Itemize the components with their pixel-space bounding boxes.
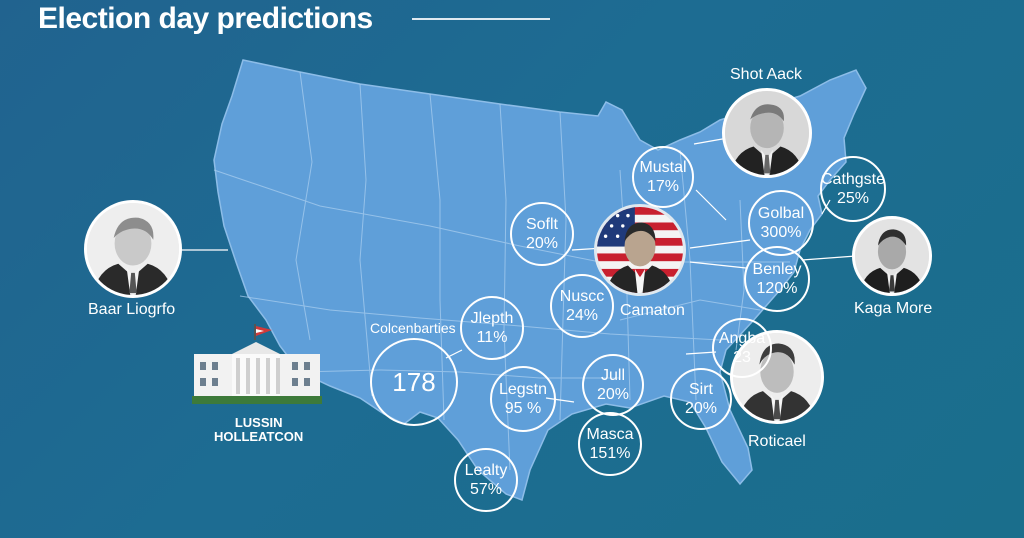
candidate-portrait-center bbox=[594, 204, 686, 296]
bubble-value: 20% bbox=[596, 386, 630, 403]
bubble-label: Jull bbox=[600, 367, 625, 384]
bubble-value: 178 bbox=[392, 367, 436, 397]
bubble-value: 24% bbox=[565, 307, 599, 324]
bubble-label: Legstn bbox=[498, 381, 548, 398]
bubble-label: Masca bbox=[586, 426, 634, 443]
bubble-value: 20% bbox=[525, 235, 559, 252]
page-title: Election day predictions bbox=[38, 2, 373, 35]
bubble-value: 17% bbox=[646, 178, 680, 195]
portrait-right-icon bbox=[855, 219, 929, 293]
bubble-value: 20% bbox=[684, 400, 718, 417]
title-divider bbox=[412, 18, 550, 20]
flag-portrait-icon bbox=[597, 207, 683, 293]
portrait-left-icon bbox=[87, 203, 179, 295]
bubble-label: Sirt bbox=[689, 381, 713, 398]
prediction-bubble: Legstn 95 % bbox=[490, 366, 556, 432]
bubble-value: 25% bbox=[836, 190, 870, 207]
landmark-label: LUSSIN HOLLEATCON bbox=[214, 416, 303, 444]
bubble-label: Golbal bbox=[757, 205, 805, 222]
bubble-value: 11% bbox=[476, 329, 508, 346]
bubble-label: Nuscc bbox=[559, 288, 605, 305]
landmark-label-line-1: LUSSIN bbox=[234, 415, 283, 430]
bubble-label: Soflt bbox=[525, 216, 558, 233]
candidate-name-center: Camaton bbox=[620, 302, 685, 319]
candidate-portrait-left bbox=[84, 200, 182, 298]
prediction-bubble: Soflt 20% bbox=[510, 202, 574, 266]
prediction-bubble: Lealty 57% bbox=[454, 448, 518, 512]
candidate-name-right: Kaga More bbox=[854, 300, 933, 317]
prediction-bubble-large: 178 bbox=[370, 338, 458, 426]
bubble-label: Mustal bbox=[639, 159, 687, 176]
bubble-label: Lealty bbox=[464, 462, 508, 479]
prediction-bubble: Cathgste 25% bbox=[820, 156, 886, 222]
prediction-bubble: Nuscc 24% bbox=[550, 274, 614, 338]
bubble-label: Angba bbox=[718, 330, 766, 347]
prediction-bubble: Sirt 20% bbox=[670, 368, 732, 430]
bubble-value: 57% bbox=[469, 481, 503, 498]
prediction-bubble: Jull 20% bbox=[582, 354, 644, 416]
bubble-value: 151% bbox=[589, 445, 631, 462]
candidate-portrait-right bbox=[852, 216, 932, 296]
prediction-bubble: Jlepth 11% bbox=[460, 296, 524, 360]
prediction-bubble: Masca 151% bbox=[578, 412, 642, 476]
bubble-value: 95 % bbox=[504, 400, 542, 417]
prediction-bubble: Mustal 17% bbox=[632, 146, 694, 208]
portrait-top-icon bbox=[725, 91, 809, 175]
prediction-bubble: Angba 23 bbox=[712, 318, 772, 378]
bubble-label: Cathgste bbox=[820, 171, 886, 188]
candidate-name-bottom-right: Roticael bbox=[748, 433, 806, 450]
white-house-icon bbox=[192, 324, 322, 404]
prediction-bubble: Benley 120% bbox=[744, 246, 810, 312]
bubble-value: 120% bbox=[756, 280, 798, 297]
candidate-name-top: Shot Aack bbox=[730, 66, 803, 83]
candidate-name-left: Baar Liogrfo bbox=[88, 301, 176, 318]
bubble-value: 300% bbox=[760, 224, 802, 241]
candidate-portrait-top bbox=[722, 88, 812, 178]
bubble-label: Jlepth bbox=[470, 310, 514, 327]
bubble-label: Benley bbox=[752, 261, 802, 278]
region-label: Colcenbarties bbox=[370, 320, 456, 336]
landmark-label-line-2: HOLLEATCON bbox=[214, 429, 304, 444]
bubble-value: 23 bbox=[733, 349, 751, 366]
